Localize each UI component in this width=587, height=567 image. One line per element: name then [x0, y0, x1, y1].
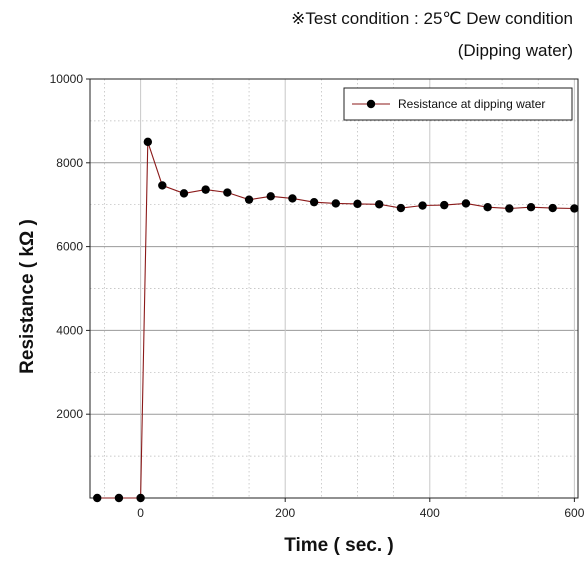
- test-condition-subnote: (Dipping water): [457, 41, 573, 60]
- data-point: [461, 199, 471, 208]
- data-point: [505, 204, 514, 213]
- data-point: [374, 200, 384, 209]
- data-point: [526, 203, 536, 212]
- data-point: [309, 197, 319, 207]
- data-point: [201, 185, 210, 194]
- data-point: [93, 493, 102, 503]
- data-point: [114, 493, 124, 503]
- data-point: [136, 493, 145, 503]
- data-point: [158, 181, 167, 190]
- data-point: [244, 195, 254, 204]
- x-tick-label: 600: [564, 506, 584, 520]
- data-point: [288, 194, 297, 203]
- data-point: [440, 200, 449, 210]
- y-tick-label: 4000: [56, 323, 83, 337]
- data-point: [331, 199, 341, 208]
- y-axis-title: Resistance ( kΩ ): [17, 219, 38, 374]
- legend-marker: [366, 99, 376, 109]
- y-tick-label: 10000: [50, 72, 84, 86]
- data-point: [223, 188, 232, 197]
- test-condition-note: ※Test condition : 25℃ Dew condition: [291, 9, 573, 28]
- data-point: [483, 203, 492, 212]
- data-point: [266, 192, 275, 201]
- x-tick-label: 400: [420, 506, 440, 520]
- data-point: [396, 203, 406, 213]
- x-tick-label: 200: [275, 506, 295, 520]
- data-point: [179, 189, 189, 198]
- data-point: [570, 204, 579, 213]
- legend-label: Resistance at dipping water: [398, 97, 545, 111]
- x-tick-label: 0: [137, 506, 144, 520]
- y-tick-label: 8000: [56, 156, 83, 170]
- y-tick-label: 2000: [56, 407, 83, 421]
- plot-frame: [89, 78, 579, 499]
- data-point: [143, 137, 153, 147]
- x-axis-title: Time ( sec. ): [284, 535, 393, 556]
- data-point: [418, 201, 427, 210]
- data-point: [353, 199, 362, 209]
- y-tick-label: 6000: [56, 240, 83, 254]
- data-point: [548, 203, 557, 213]
